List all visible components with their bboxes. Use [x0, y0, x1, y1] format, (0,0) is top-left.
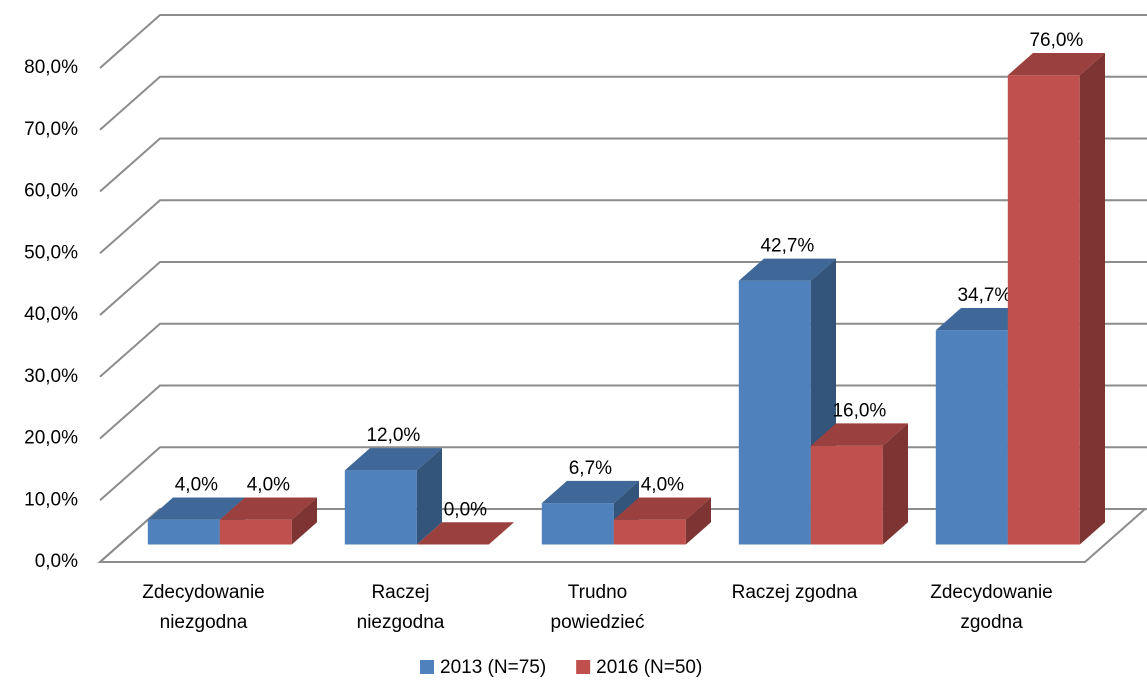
bar-side [291, 497, 317, 545]
bar-top [613, 497, 711, 520]
bar-side [416, 448, 442, 545]
grid-line [99, 137, 1147, 193]
legend-label: 2016 (N=50) [596, 657, 702, 678]
grid-line [99, 75, 1147, 131]
value-label: 4,0% [641, 475, 684, 496]
bar-top [738, 258, 836, 281]
legend-label: 2013 (N=75) [440, 657, 546, 678]
bar-front [810, 445, 883, 545]
value-label: 42,7% [760, 236, 814, 257]
bar-front [1007, 75, 1080, 545]
x-tick-label: Trudno powiedzieć [550, 582, 645, 633]
y-tick-label: 60,0% [24, 181, 78, 202]
value-label: 0,0% [444, 499, 487, 520]
bar-top [344, 448, 442, 471]
legend-swatch [420, 660, 434, 674]
bar-top [147, 497, 245, 520]
bar-front [219, 519, 292, 545]
x-tick-label: Zdecydowanie zgodna [930, 582, 1053, 633]
y-tick-label: 50,0% [24, 242, 78, 263]
bar-top [1007, 53, 1105, 76]
bar-side [882, 423, 908, 545]
bar-front [344, 470, 417, 545]
grid-line [99, 199, 1147, 255]
x-tick-label: Raczej zgodna [731, 582, 858, 603]
bar-front [147, 519, 220, 545]
value-label: 76,0% [1029, 30, 1083, 51]
y-tick-label: 0,0% [35, 551, 78, 572]
bar-top [416, 522, 514, 545]
x-tick-label: Raczej niezgodna [356, 582, 445, 633]
value-label: 4,0% [247, 475, 290, 496]
value-label: 4,0% [175, 475, 218, 496]
bar-top [541, 480, 639, 504]
y-tick-label: 80,0% [24, 57, 78, 78]
y-tick-label: 20,0% [24, 428, 78, 449]
value-label: 16,0% [832, 400, 886, 421]
bar-front [738, 280, 811, 545]
bar-top [219, 497, 317, 520]
value-label: 34,7% [957, 285, 1011, 306]
legend-swatch [576, 660, 591, 674]
value-label: 12,0% [366, 425, 420, 446]
y-tick-label: 70,0% [24, 119, 78, 140]
bar-front [613, 519, 686, 545]
bar-side [1079, 53, 1105, 545]
value-label: 6,7% [569, 458, 612, 479]
grid-line [99, 14, 1147, 69]
y-tick-label: 10,0% [24, 489, 78, 510]
bar-top [810, 423, 908, 446]
bar-side [685, 497, 711, 545]
y-tick-label: 40,0% [24, 304, 78, 325]
bar-front [935, 330, 1008, 545]
bar-front [541, 503, 614, 545]
y-tick-label: 30,0% [24, 366, 78, 387]
x-tick-label: Zdecydowanie niezgodna [142, 582, 265, 633]
